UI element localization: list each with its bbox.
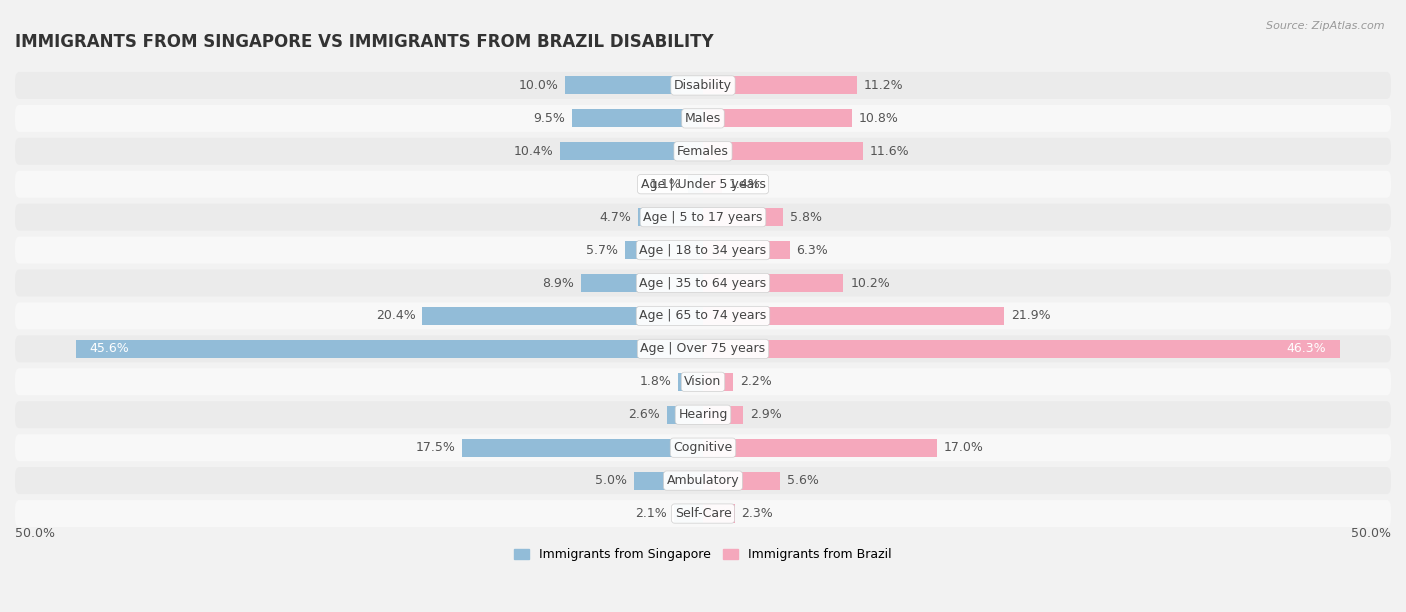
Bar — [634, 472, 703, 490]
FancyBboxPatch shape — [15, 401, 1391, 428]
Text: 17.0%: 17.0% — [943, 441, 984, 454]
Text: 11.6%: 11.6% — [869, 145, 910, 158]
Text: Age | 35 to 64 years: Age | 35 to 64 years — [640, 277, 766, 289]
FancyBboxPatch shape — [15, 269, 1391, 297]
Text: Ambulatory: Ambulatory — [666, 474, 740, 487]
Text: 10.0%: 10.0% — [519, 79, 558, 92]
FancyBboxPatch shape — [15, 72, 1391, 99]
Text: Source: ZipAtlas.com: Source: ZipAtlas.com — [1267, 21, 1385, 31]
Bar — [572, 110, 703, 127]
Bar — [463, 439, 703, 457]
Text: Self-Care: Self-Care — [675, 507, 731, 520]
Bar — [703, 307, 1004, 325]
Text: IMMIGRANTS FROM SINGAPORE VS IMMIGRANTS FROM BRAZIL DISABILITY: IMMIGRANTS FROM SINGAPORE VS IMMIGRANTS … — [15, 34, 714, 51]
Bar — [703, 76, 858, 94]
Bar — [703, 110, 852, 127]
Text: Age | 5 to 17 years: Age | 5 to 17 years — [644, 211, 762, 223]
Text: Disability: Disability — [673, 79, 733, 92]
Text: 2.6%: 2.6% — [628, 408, 661, 421]
Bar — [703, 373, 734, 391]
FancyBboxPatch shape — [15, 171, 1391, 198]
Bar — [703, 208, 783, 226]
Bar — [624, 241, 703, 259]
FancyBboxPatch shape — [15, 434, 1391, 461]
Text: 5.7%: 5.7% — [586, 244, 617, 256]
Text: Vision: Vision — [685, 375, 721, 389]
Text: Age | 18 to 34 years: Age | 18 to 34 years — [640, 244, 766, 256]
FancyBboxPatch shape — [15, 105, 1391, 132]
Text: 9.5%: 9.5% — [533, 112, 565, 125]
Text: Males: Males — [685, 112, 721, 125]
Text: Age | 65 to 74 years: Age | 65 to 74 years — [640, 310, 766, 323]
FancyBboxPatch shape — [15, 204, 1391, 231]
Bar — [703, 340, 1340, 358]
Text: 10.2%: 10.2% — [851, 277, 890, 289]
Bar — [673, 504, 703, 523]
Text: Females: Females — [678, 145, 728, 158]
Bar — [581, 274, 703, 292]
Bar — [703, 406, 742, 424]
Bar — [703, 472, 780, 490]
Text: 10.4%: 10.4% — [513, 145, 553, 158]
Text: 46.3%: 46.3% — [1286, 342, 1326, 356]
Bar — [688, 175, 703, 193]
Bar — [668, 406, 703, 424]
Text: 2.9%: 2.9% — [749, 408, 782, 421]
FancyBboxPatch shape — [15, 467, 1391, 494]
Text: Age | Under 5 years: Age | Under 5 years — [641, 177, 765, 191]
Text: 50.0%: 50.0% — [1351, 527, 1391, 540]
Text: 17.5%: 17.5% — [415, 441, 456, 454]
Bar — [703, 439, 936, 457]
Bar — [565, 76, 703, 94]
Bar — [703, 142, 863, 160]
Text: 4.7%: 4.7% — [599, 211, 631, 223]
Bar — [703, 241, 790, 259]
FancyBboxPatch shape — [15, 335, 1391, 362]
Text: 5.0%: 5.0% — [595, 474, 627, 487]
Bar — [76, 340, 703, 358]
Text: 20.4%: 20.4% — [375, 310, 415, 323]
Text: 1.1%: 1.1% — [650, 177, 681, 191]
Bar — [703, 504, 735, 523]
Text: 11.2%: 11.2% — [865, 79, 904, 92]
Text: 45.6%: 45.6% — [90, 342, 129, 356]
Text: 10.8%: 10.8% — [859, 112, 898, 125]
FancyBboxPatch shape — [15, 500, 1391, 527]
Bar — [638, 208, 703, 226]
Text: 1.4%: 1.4% — [730, 177, 761, 191]
Text: Cognitive: Cognitive — [673, 441, 733, 454]
FancyBboxPatch shape — [15, 302, 1391, 329]
Text: 5.8%: 5.8% — [790, 211, 821, 223]
FancyBboxPatch shape — [15, 138, 1391, 165]
Bar — [560, 142, 703, 160]
Text: 21.9%: 21.9% — [1011, 310, 1050, 323]
Text: 5.6%: 5.6% — [787, 474, 818, 487]
Bar — [703, 175, 723, 193]
FancyBboxPatch shape — [15, 237, 1391, 264]
Text: 6.3%: 6.3% — [797, 244, 828, 256]
Text: 1.8%: 1.8% — [640, 375, 671, 389]
Text: 2.3%: 2.3% — [741, 507, 773, 520]
Legend: Immigrants from Singapore, Immigrants from Brazil: Immigrants from Singapore, Immigrants fr… — [509, 543, 897, 566]
Text: 2.2%: 2.2% — [740, 375, 772, 389]
Text: Hearing: Hearing — [678, 408, 728, 421]
Text: 8.9%: 8.9% — [541, 277, 574, 289]
Bar — [703, 274, 844, 292]
FancyBboxPatch shape — [15, 368, 1391, 395]
Bar — [422, 307, 703, 325]
Text: 2.1%: 2.1% — [636, 507, 668, 520]
Bar — [678, 373, 703, 391]
Text: Age | Over 75 years: Age | Over 75 years — [641, 342, 765, 356]
Text: 50.0%: 50.0% — [15, 527, 55, 540]
